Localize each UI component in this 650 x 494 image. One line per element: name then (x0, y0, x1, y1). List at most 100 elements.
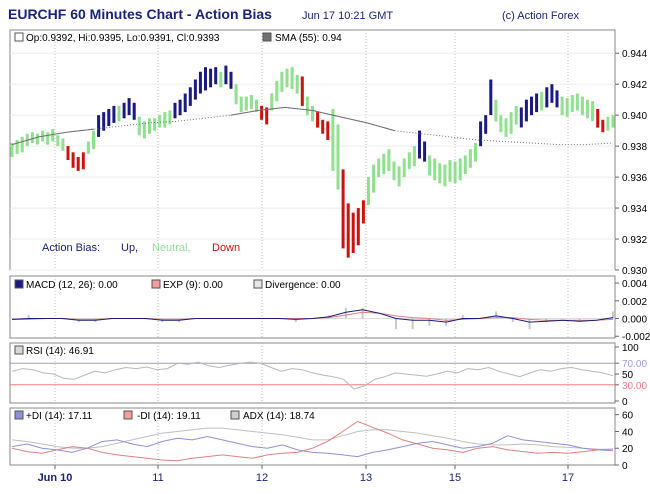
price-bar (484, 115, 488, 134)
x-axis-label: 11 (152, 472, 163, 484)
price-bar (560, 96, 564, 116)
price-bar (153, 118, 157, 131)
price-bar (198, 71, 202, 94)
sma-line-head (11, 128, 95, 146)
2-ytick-label: 0 (622, 397, 628, 408)
0-ytick-label: 0.932 (622, 235, 647, 246)
3-ytick-label: 60 (622, 411, 634, 422)
x-axis-label: 17 (562, 472, 574, 484)
adx-line (11, 427, 614, 450)
chart-title: EURCHF 60 Minutes Chart - Action Bias (8, 6, 272, 22)
price-bar (204, 67, 207, 91)
price-bar (112, 105, 116, 123)
price-bar (575, 93, 579, 111)
price-bar (479, 121, 483, 147)
price-bar (382, 153, 386, 174)
price-bar (51, 129, 55, 142)
1-ytick-label: -0.002 (622, 332, 650, 343)
chart-timestamp: Jun 17 10:21 GMT (302, 10, 393, 22)
bias-legend-label: Action Bias: (42, 242, 100, 254)
1-ytick-label: 0.000 (622, 315, 647, 326)
price-bar (255, 99, 258, 113)
price-bar (46, 132, 50, 145)
price-bar (474, 143, 477, 162)
0-ytick-label: 0.942 (622, 80, 647, 91)
3-ytick-label: 40 (622, 427, 634, 438)
chart-copyright: (c) Action Forex (502, 10, 580, 22)
price-bar (163, 112, 167, 128)
price-bar (316, 112, 320, 128)
price-bar (117, 105, 121, 122)
rsi-line (11, 361, 614, 390)
3-ytick-label: 0 (622, 461, 628, 472)
price-bar (346, 203, 350, 258)
price-bar (183, 93, 187, 113)
macd-panel (9, 275, 616, 339)
x-axis-label: 15 (449, 472, 461, 484)
price-bar (61, 138, 65, 151)
price-bar (168, 110, 172, 125)
1-ytick-label: 0.002 (622, 297, 647, 308)
price-bar (311, 105, 314, 122)
divergence-legend-label: Divergence: 0.00 (265, 280, 341, 291)
plus-di-legend-label: +DI (14): 17.11 (26, 411, 93, 422)
x-axis-label: 13 (360, 472, 372, 484)
price-bar (20, 136, 24, 153)
price-bar (351, 212, 355, 253)
sma-legend-swatch (262, 32, 272, 42)
adx-legend-label: ADX (14): 18.74 (243, 411, 315, 422)
price-bar (524, 99, 528, 122)
bias-legend-up: Up, (121, 242, 138, 254)
price-bar (468, 149, 472, 168)
price-bar (229, 71, 233, 89)
price-bar (76, 157, 80, 171)
plus-di-line (11, 435, 614, 458)
price-bar (224, 65, 228, 85)
price-bar (545, 87, 549, 108)
price-bar (341, 169, 345, 249)
sma-line-mid (230, 106, 395, 132)
price-bar (71, 152, 75, 168)
price-bar (550, 84, 554, 103)
price-bar (127, 98, 131, 116)
price-bar (530, 96, 533, 116)
ohlc-legend-swatch (14, 32, 24, 42)
minus-di-legend-swatch (123, 410, 133, 420)
price-bar (178, 99, 182, 116)
price-bar (219, 71, 223, 88)
price-bar (458, 158, 462, 181)
price-bar (244, 96, 248, 111)
price-bar (305, 96, 309, 116)
0-ytick-label: 0.944 (622, 49, 647, 60)
price-bar (122, 102, 126, 119)
exp-legend-label: EXP (9): 0.00 (163, 280, 223, 291)
price-bar (265, 107, 269, 125)
x-axis-label: Jun 10 (38, 472, 73, 484)
price-bar (275, 81, 279, 102)
price-bar (214, 67, 218, 85)
price-bar (36, 133, 39, 145)
price-bar (606, 116, 610, 131)
bias-legend-neutral: Neutral, (152, 242, 191, 254)
0-ytick-label: 0.938 (622, 142, 647, 153)
ohlc-legend-label: Op:0.9392, Hi:0.9395, Lo:0.9391, Cl:0.93… (26, 33, 220, 44)
grid-layer (10, 30, 615, 465)
price-bar (565, 98, 569, 117)
price-bar (586, 99, 589, 119)
price-panel (9, 29, 616, 271)
price-bar (448, 160, 452, 182)
price-bar (107, 109, 111, 126)
price-bar (580, 96, 584, 116)
price-bar (453, 161, 457, 184)
price-bar (494, 99, 498, 122)
price-bar (86, 141, 90, 154)
price-bar (402, 158, 406, 178)
price-bar (10, 143, 14, 157)
1-ytick-label: 0.004 (622, 279, 647, 290)
price-bar (66, 146, 70, 160)
2-ytick-label: 100 (622, 343, 639, 354)
price-bar (499, 115, 503, 133)
price-bar (596, 109, 600, 128)
price-bar (295, 74, 299, 94)
price-bar (540, 91, 544, 111)
